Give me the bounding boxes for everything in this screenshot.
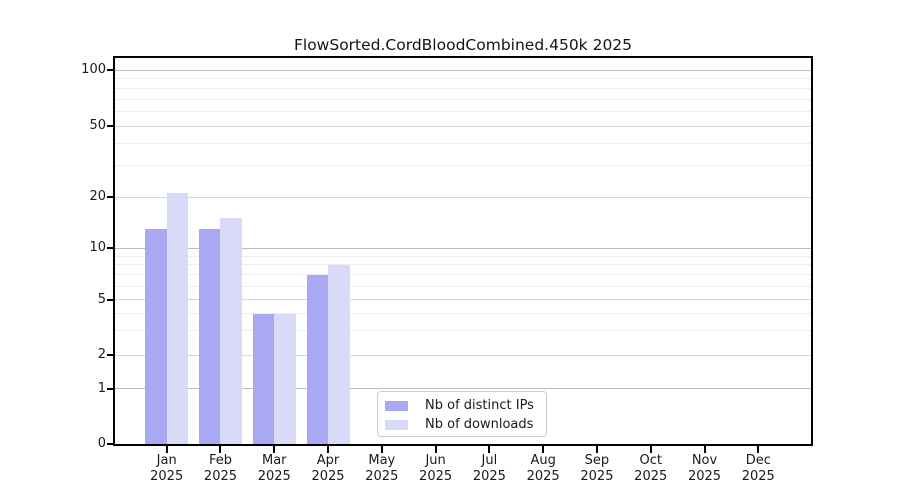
x-tick-label-aug: Aug 2025	[526, 453, 560, 484]
gridline-minor	[115, 98, 811, 100]
y-tick-label-5: 5	[97, 291, 106, 307]
x-tick-label-jun: Jun 2025	[419, 453, 453, 484]
legend-swatch-downloads	[385, 419, 408, 430]
gridline-minor	[115, 264, 811, 266]
x-tick-mark	[757, 446, 760, 453]
x-tick-label-nov: Nov 2025	[687, 453, 722, 484]
y-tick-label-50: 50	[89, 118, 106, 133]
x-tick-mark	[380, 446, 383, 453]
spine-right	[811, 56, 813, 446]
y-tick-mark	[107, 196, 114, 199]
spine-left	[113, 56, 115, 446]
gridline-minor	[115, 142, 811, 144]
gridline-minor	[115, 274, 811, 276]
x-tick-mark	[327, 446, 330, 453]
x-tick-label-oct: Oct 2025	[634, 453, 668, 484]
bar-feb-downloads	[220, 218, 242, 444]
x-tick-mark	[649, 446, 652, 453]
x-tick-mark	[703, 446, 706, 453]
x-tick-mark	[488, 446, 491, 453]
gridline-50	[115, 125, 811, 127]
y-tick-label-0: 0	[97, 436, 106, 451]
y-tick-mark	[107, 443, 114, 445]
gridline-minor	[115, 165, 811, 167]
y-tick-mark	[107, 247, 114, 250]
y-tick-label-10: 10	[89, 240, 106, 256]
gridline-2	[115, 354, 811, 356]
x-tick-label-jul: Jul 2025	[472, 453, 506, 484]
y-tick-label-2: 2	[97, 347, 106, 363]
gridline-20	[115, 196, 811, 198]
spine-bottom	[113, 444, 813, 446]
gridline-minor	[115, 110, 811, 112]
y-tick-label-20: 20	[89, 189, 106, 205]
bar-mar-downloads	[274, 313, 296, 444]
x-tick-mark	[219, 446, 222, 453]
bar-jan-ips	[145, 228, 167, 444]
legend-label-downloads: Nb of downloads	[425, 417, 534, 432]
bar-apr-downloads	[328, 264, 350, 444]
x-tick-mark	[542, 446, 545, 453]
x-tick-label-may: May 2025	[365, 453, 399, 484]
y-tick-mark	[107, 298, 114, 301]
bar-jan-downloads	[166, 193, 189, 444]
x-tick-label-jan: Jan 2025	[150, 453, 184, 484]
gridline-minor	[115, 285, 811, 287]
gridline-minor	[115, 255, 811, 257]
gridline-1	[115, 388, 811, 390]
legend: Nb of distinct IPs Nb of downloads	[377, 391, 547, 437]
y-tick-label-100: 100	[81, 62, 106, 78]
legend-item-downloads: Nb of downloads	[385, 415, 546, 434]
y-tick-mark	[107, 387, 114, 390]
bar-apr-ips	[306, 274, 329, 444]
x-tick-label-sep: Sep 2025	[580, 453, 614, 484]
gridline-minor	[115, 330, 811, 332]
gridline-minor	[115, 313, 811, 314]
x-tick-mark	[595, 446, 598, 453]
y-tick-mark	[107, 69, 114, 72]
x-tick-label-apr: Apr 2025	[311, 453, 345, 484]
x-tick-mark	[165, 446, 168, 453]
gridline-5	[115, 299, 811, 301]
bar-mar-ips	[252, 313, 275, 444]
gridline-100	[115, 69, 811, 71]
legend-item-distinct-ips: Nb of distinct IPs	[385, 396, 546, 415]
chart-title: FlowSorted.CordBloodCombined.450k 2025	[293, 36, 633, 54]
plot-area	[113, 56, 813, 446]
x-tick-mark	[273, 446, 276, 453]
y-tick-label-1: 1	[97, 380, 106, 396]
gridline-minor	[115, 78, 811, 80]
legend-swatch-distinct-ips	[385, 400, 408, 411]
legend-label-distinct-ips: Nb of distinct IPs	[425, 398, 534, 413]
x-tick-label-dec: Dec 2025	[741, 453, 775, 484]
spine-top	[113, 56, 813, 58]
y-tick-mark	[107, 125, 114, 127]
x-tick-label-feb: Feb 2025	[203, 453, 238, 484]
y-tick-mark	[107, 354, 114, 357]
bar-feb-ips	[198, 228, 221, 444]
x-tick-label-mar: Mar 2025	[257, 453, 291, 484]
gridline-10	[115, 247, 811, 249]
x-tick-mark	[434, 446, 437, 453]
gridline-minor	[115, 87, 811, 89]
